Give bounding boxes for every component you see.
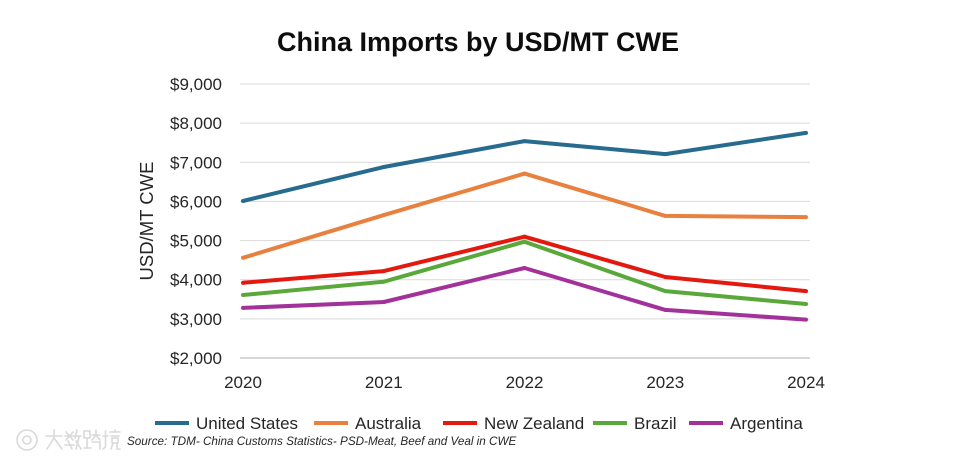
data-point <box>381 213 386 218</box>
legend: United States Australia New Zealand Brazil A… <box>155 414 803 433</box>
series-argentina <box>241 265 808 322</box>
data-point <box>804 289 808 294</box>
legend-item-australia: Australia <box>314 414 422 433</box>
x-tick-label: 2020 <box>224 373 262 392</box>
legend-item-new-zealand: New Zealand <box>443 414 584 433</box>
data-point <box>522 234 527 239</box>
y-tick-label: $6,000 <box>170 192 222 211</box>
data-point <box>241 292 245 297</box>
data-point <box>241 280 245 285</box>
y-tick-label: $3,000 <box>170 310 222 329</box>
x-tick-label: 2024 <box>787 373 825 392</box>
y-tick-label: $9,000 <box>170 75 222 94</box>
y-tick-label: $8,000 <box>170 114 222 133</box>
x-tick-label: 2023 <box>646 373 684 392</box>
y-tick-labels: $2,000 $3,000 $4,000 $5,000 $6,000 $7,000 $8,0… <box>170 75 222 368</box>
series-united-states <box>241 130 808 204</box>
y-tick-label: $7,000 <box>170 153 222 172</box>
data-point <box>663 289 668 294</box>
x-tick-label: 2022 <box>506 373 544 392</box>
data-point <box>381 164 386 169</box>
y-tick-label: $4,000 <box>170 271 222 290</box>
source-note: Source: TDM- China Customs Statistics- P… <box>127 435 516 448</box>
data-point <box>241 305 245 310</box>
legend-label: Brazil <box>634 414 677 433</box>
watermark-glyph <box>102 429 121 450</box>
data-point <box>522 171 527 176</box>
series-australia <box>241 171 808 260</box>
watermark-logo-inner <box>22 435 32 445</box>
data-point <box>663 307 668 312</box>
data-point <box>663 274 668 279</box>
data-point <box>381 279 386 284</box>
data-point <box>241 199 245 204</box>
series-new-zealand <box>241 234 808 294</box>
watermark-logo-icon <box>16 429 38 451</box>
data-point <box>663 152 668 157</box>
data-point <box>522 139 527 144</box>
data-point <box>522 265 527 270</box>
data-point <box>804 130 808 135</box>
legend-item-argentina: Argentina <box>689 414 803 433</box>
data-point <box>804 301 808 306</box>
data-point <box>381 300 386 305</box>
series-brazil <box>241 239 808 306</box>
legend-label: Australia <box>355 414 422 433</box>
legend-item-united-states: United States <box>155 414 298 433</box>
series-group <box>241 130 808 322</box>
data-point <box>381 269 386 274</box>
watermark-glyph <box>83 429 101 450</box>
y-tick-label: $5,000 <box>170 232 222 251</box>
legend-label: New Zealand <box>484 414 584 433</box>
gridlines <box>240 83 810 359</box>
y-axis-title: USD/MT CWE <box>136 162 157 281</box>
chart-title: China Imports by USD/MT CWE <box>277 27 679 57</box>
legend-label: United States <box>196 414 298 433</box>
y-tick-label: $2,000 <box>170 349 222 368</box>
watermark-glyph <box>64 429 82 450</box>
data-point <box>663 213 668 218</box>
data-point <box>804 317 808 322</box>
watermark <box>16 429 121 451</box>
data-point <box>241 255 245 260</box>
legend-item-brazil: Brazil <box>593 414 677 433</box>
data-point <box>804 215 808 220</box>
x-tick-label: 2021 <box>365 373 403 392</box>
legend-label: Argentina <box>730 414 803 433</box>
watermark-glyph <box>45 429 63 450</box>
data-point <box>522 239 527 244</box>
x-tick-labels: 2020 2021 2022 2023 2024 <box>224 373 825 392</box>
